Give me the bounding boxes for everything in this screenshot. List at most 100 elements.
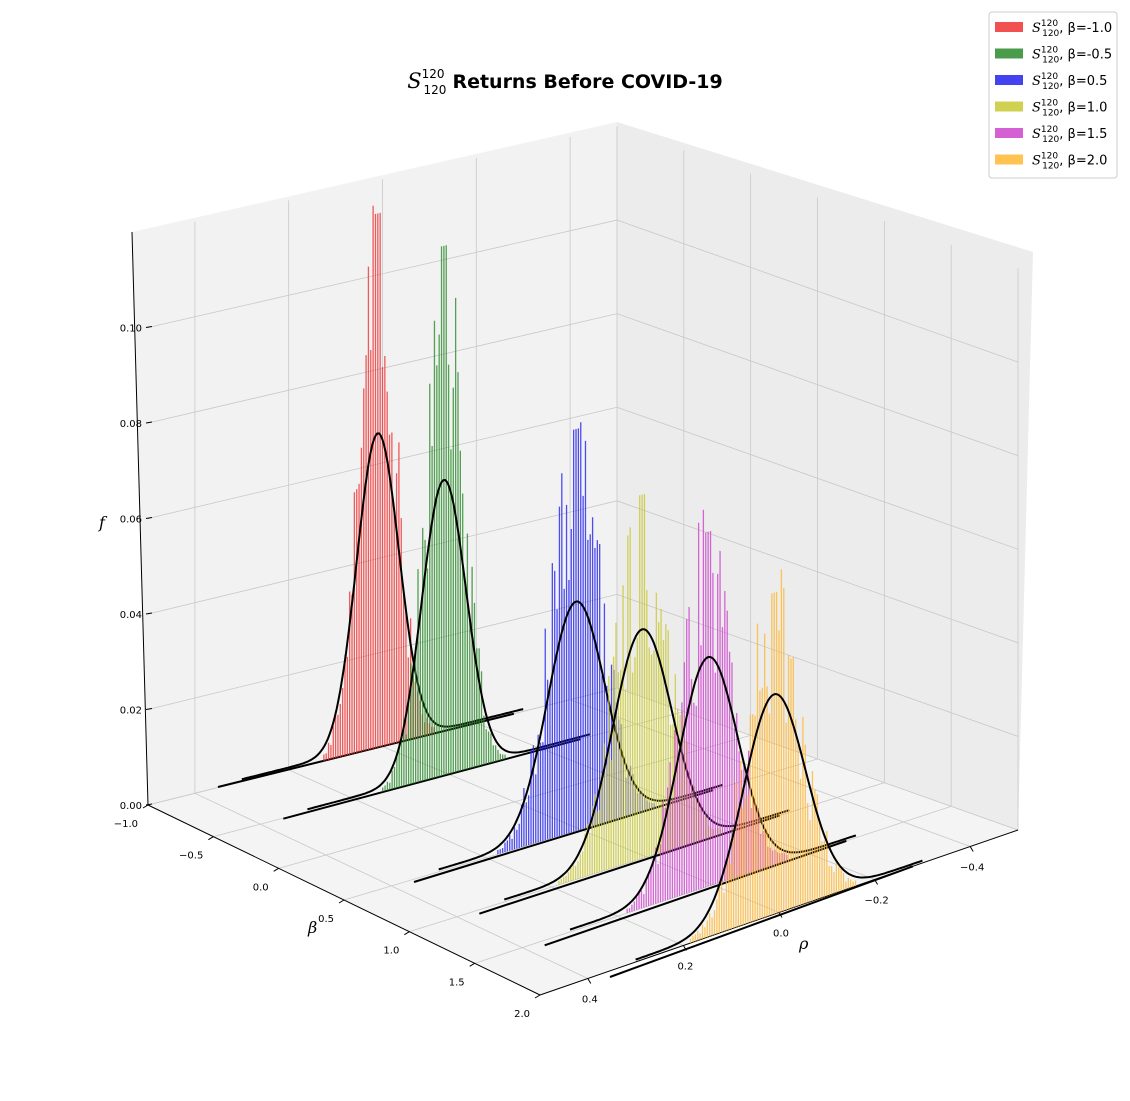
legend-label: S120 120, β=2.0: [1032, 152, 1107, 172]
legend-label: S120 120, β=0.5: [1032, 72, 1107, 92]
legend-entry: S120 120, β=0.5: [995, 72, 1107, 92]
grid-line-beta: [474, 244, 952, 964]
fit-curve: [635, 692, 923, 961]
beta-tick: [338, 899, 345, 904]
legend-subscript: 120: [1042, 82, 1059, 92]
legend-entry: S120 120, β=-0.5: [995, 46, 1112, 66]
legend-swatch: [995, 128, 1023, 138]
rho-axis-label: ρ: [798, 934, 809, 953]
legend-beta: , β=-1.0: [1059, 21, 1112, 36]
rho-tick-label: 0.4: [582, 995, 598, 1006]
axis-ticks: 0.00 0.02 0.04 0.06 0.08 0.10 −1.0 −0.5 0.0 0.5 1.…: [114, 324, 985, 1021]
chart-title: S120 120 Returns Before COVID-19: [407, 67, 723, 97]
legend-entry: S120 120, β=-1.0: [995, 19, 1112, 39]
title-rest: Returns Before COVID-19: [452, 71, 722, 93]
legend-superscript: 120: [1041, 152, 1058, 162]
z-tick: [145, 708, 153, 710]
rho-tick: [587, 978, 592, 984]
legend-entry: S120 120, β=2.0: [995, 152, 1107, 172]
z-tick: [145, 326, 153, 328]
legend-beta: , β=1.0: [1059, 101, 1107, 116]
legend-subscript: 120: [1042, 109, 1059, 119]
z-tick-label: 0.02: [120, 706, 142, 717]
beta-axis-label: β: [307, 918, 317, 937]
legend-subscript: 120: [1042, 135, 1059, 145]
series-4: [544, 509, 857, 947]
legend-entry: S120 120, β=1.0: [995, 99, 1107, 119]
legend-superscript: 120: [1041, 99, 1058, 109]
legend-subscript: 120: [1042, 162, 1059, 172]
z-tick-label: 0.06: [120, 515, 142, 526]
beta-tick-label: −0.5: [179, 851, 203, 862]
legend-superscript: 120: [1041, 46, 1058, 56]
title-subscript: 120: [424, 83, 447, 97]
legend-entry: S120 120, β=1.5: [995, 125, 1107, 145]
beta-tick: [404, 931, 410, 936]
legend-symbol: S: [1032, 154, 1041, 169]
beta-tick-label: 2.0: [514, 1009, 530, 1020]
z-tick-label: 0.08: [120, 419, 142, 430]
rho-tick-label: −0.4: [960, 863, 984, 874]
series-5: [609, 569, 923, 978]
z-tick-label: 0.00: [120, 801, 142, 812]
legend-swatch: [995, 101, 1023, 112]
z-tick: [145, 517, 153, 519]
beta-tick: [142, 804, 149, 809]
plot-data: [217, 205, 923, 978]
beta-tick: [273, 867, 279, 872]
rho-tick-label: −0.2: [864, 896, 888, 907]
beta-tick: [534, 994, 541, 999]
beta-tick-label: 0.5: [318, 914, 334, 925]
legend-subscript: 120: [1042, 56, 1059, 66]
beta-tick-label: 1.5: [449, 977, 465, 988]
rho-tick: [969, 846, 974, 852]
legend-superscript: 120: [1041, 19, 1058, 29]
z-tick: [145, 421, 153, 424]
legend-superscript: 120: [1041, 125, 1058, 135]
legend-label: S120 120, β=1.5: [1032, 125, 1107, 145]
beta-tick: [469, 962, 475, 967]
legend-beta: , β=-0.5: [1059, 48, 1112, 63]
legend-beta: , β=2.0: [1059, 154, 1107, 169]
z-axis-line: [131, 231, 149, 806]
legend-beta: , β=0.5: [1059, 74, 1107, 89]
z-tick: [145, 803, 153, 806]
baseline: [609, 865, 914, 978]
grid-line-beta: [343, 197, 818, 901]
beta-tick-label: 1.0: [383, 946, 399, 957]
title-superscript: 120: [422, 67, 445, 81]
rho-tick-label: 0.0: [773, 929, 789, 940]
z-tick-label: 0.10: [120, 324, 142, 335]
back-pane-right: [617, 122, 1033, 830]
beta-tick-label: 0.0: [253, 882, 269, 893]
z-tick: [145, 612, 153, 615]
beta-tick: [208, 836, 214, 841]
axes-panes: [132, 122, 1033, 995]
legend-label: S120 120, β=-0.5: [1032, 46, 1112, 66]
legend-superscript: 120: [1041, 72, 1058, 82]
z-tick-label: 0.04: [120, 610, 142, 621]
legend-swatch: [995, 48, 1023, 59]
rho-tick-label: 0.2: [677, 962, 693, 973]
legend-subscript: 120: [1042, 29, 1059, 39]
legend-swatch: [995, 75, 1023, 85]
legend-swatch: [995, 22, 1023, 32]
grid-line-beta: [409, 221, 885, 933]
legend-label: S120 120, β=1.0: [1032, 99, 1107, 119]
title-symbol: S: [407, 69, 421, 93]
z-axis-label: f: [98, 513, 108, 532]
series-1: [283, 245, 590, 820]
legend-label: S120 120, β=-1.0: [1032, 19, 1112, 39]
legend-symbol: S: [1032, 48, 1041, 63]
legend-symbol: S: [1032, 21, 1041, 36]
floor-pane: [148, 688, 1018, 995]
beta-tick-label: −1.0: [114, 819, 138, 830]
back-pane-left: [132, 122, 617, 805]
legend-symbol: S: [1032, 74, 1041, 89]
legend-symbol: S: [1032, 101, 1041, 116]
legend-beta: , β=1.5: [1059, 127, 1107, 142]
legend-swatch: [995, 154, 1023, 165]
legend-symbol: S: [1032, 127, 1041, 142]
